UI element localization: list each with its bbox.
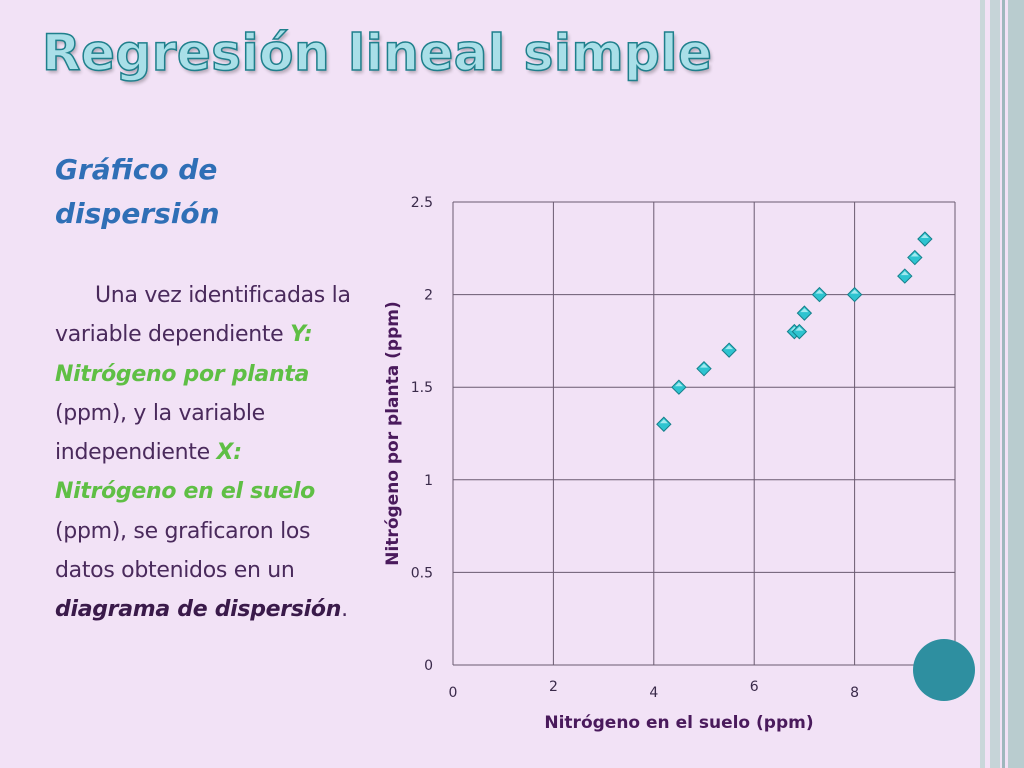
x-tick-label: 2 xyxy=(549,679,558,695)
scatter-point-highlight xyxy=(920,234,929,239)
y-tick-label: 1 xyxy=(424,473,433,489)
scatter-point-highlight xyxy=(659,419,668,424)
body-tail: (ppm), se graficaron los datos obtenidos… xyxy=(55,518,311,584)
scatter-point xyxy=(907,249,923,266)
x-tick-label: 0 xyxy=(449,685,458,701)
scatter-point-highlight xyxy=(900,271,909,276)
independent-variable: X: Nitrógeno en el suelo xyxy=(55,440,315,505)
body-mid: (ppm), y la variable independiente xyxy=(55,400,265,466)
chart-grid xyxy=(452,201,956,666)
slide-title: Regresión lineal simple xyxy=(41,23,713,83)
scatter-point xyxy=(721,342,737,358)
dependent-variable: Y: Nitrógeno por planta xyxy=(55,322,313,387)
scatter-point xyxy=(917,231,933,247)
scatter-point xyxy=(671,379,687,395)
y-tick-label: 0.5 xyxy=(411,565,433,581)
scatter-point-highlight xyxy=(850,289,859,294)
scatter-point-highlight xyxy=(815,289,824,294)
scatter-point-highlight xyxy=(800,308,809,313)
scatter-point-highlight xyxy=(674,382,683,387)
scatter-point xyxy=(897,268,913,284)
scatter-point-highlight xyxy=(700,363,708,368)
body-end: . xyxy=(341,597,348,623)
y-axis-title: Nitrógeno por planta (ppm) xyxy=(383,301,403,565)
scatter-point-highlight xyxy=(910,252,919,257)
y-tick-label: 2.5 xyxy=(411,195,433,211)
y-tick-label: 1.5 xyxy=(411,380,433,396)
scatter-point xyxy=(791,323,808,340)
scatter-point-highlight xyxy=(795,326,804,331)
scatter-point xyxy=(846,286,863,303)
scatter-point xyxy=(796,305,813,321)
scatter-point xyxy=(656,416,672,432)
slide-body: Una vez identificadas la variable depend… xyxy=(55,276,365,630)
decorative-side-bars xyxy=(978,0,1024,768)
y-tick-label: 2 xyxy=(424,288,433,304)
body-intro: Una vez identificadas la variable depend… xyxy=(55,283,351,348)
x-axis-title: Nitrógeno en el suelo (ppm) xyxy=(544,713,813,733)
x-tick-label: 4 xyxy=(649,685,658,701)
chart-points xyxy=(656,231,933,432)
x-tick-label: 8 xyxy=(850,685,859,701)
chart-ticks: 024681000.511.522.5 xyxy=(411,195,964,701)
scatter-term: diagrama de dispersión xyxy=(55,597,342,623)
scatter-point xyxy=(696,360,712,377)
scatter-point xyxy=(811,286,828,303)
y-tick-label: 0 xyxy=(424,658,433,674)
slide-subtitle: Gráfico de dispersión xyxy=(55,153,220,230)
x-tick-label: 6 xyxy=(750,679,759,695)
decorative-circle xyxy=(913,639,975,701)
scatter-point-highlight xyxy=(725,345,734,350)
